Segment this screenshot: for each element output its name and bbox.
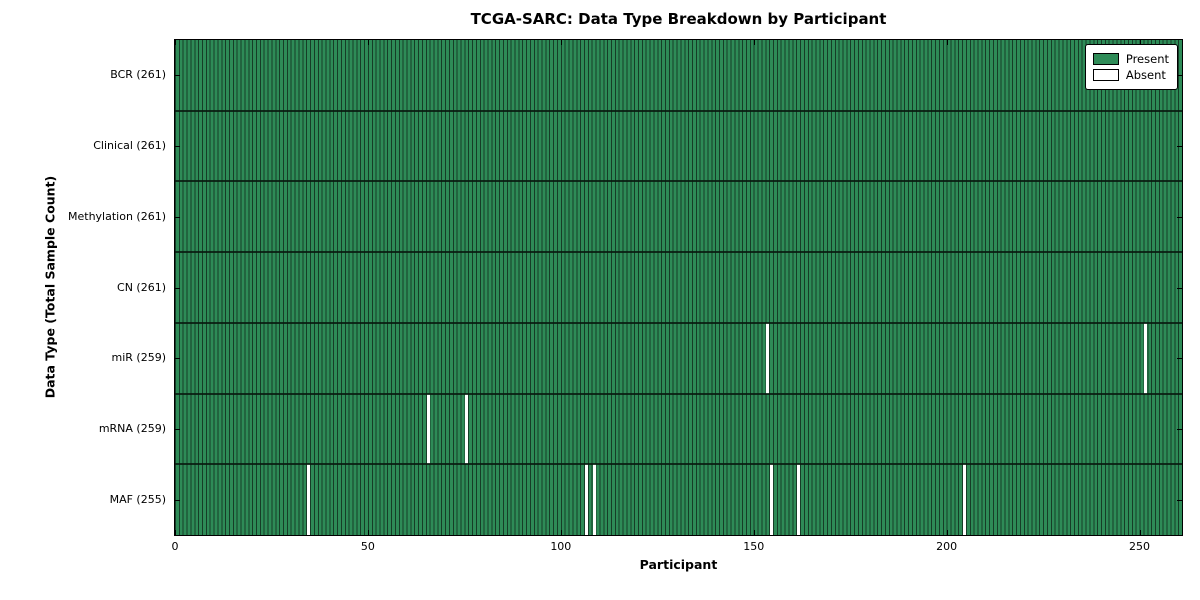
legend-item-present: Present (1092, 52, 1169, 66)
row-divider (175, 392, 1182, 395)
y-tick-right-Methylation (1177, 216, 1182, 218)
legend-item-absent: Absent (1092, 68, 1169, 82)
absent-cell-MAF-154 (770, 464, 773, 535)
absent-cell-MAF-108 (592, 464, 596, 535)
x-tick-label-50: 50 (360, 540, 375, 553)
x-tick-label-0: 0 (171, 540, 179, 553)
absent-cell-mRNA-75 (465, 393, 469, 465)
absent-cell-MAF-106 (584, 464, 588, 535)
y-tick-label-Methylation: Methylation (261) (68, 209, 166, 223)
x-tick-top (946, 40, 948, 45)
y-tick-right-BCR (1177, 75, 1182, 77)
x-tick-bottom (560, 530, 562, 535)
y-tick-label-mRNA: mRNA (259) (98, 421, 166, 435)
absent-cell-MAF-161 (797, 464, 801, 535)
x-tick-label-250: 250 (1129, 540, 1151, 553)
x-tick-top (367, 40, 369, 45)
x-tick-top (560, 40, 562, 45)
y-tick-right-mRNA (1177, 428, 1182, 430)
y-tick-label-MAF: MAF (255) (109, 492, 166, 506)
row-divider (175, 180, 1182, 183)
absent-cell-miR-251 (1144, 322, 1148, 394)
x-tick-bottom (753, 530, 755, 535)
x-tick-top (175, 40, 176, 45)
chart-title: TCGA-SARC: Data Type Breakdown by Partic… (470, 10, 887, 28)
absent-cell-mRNA-65 (426, 393, 430, 465)
y-tick-label-Clinical: Clinical (261) (93, 139, 166, 153)
legend-label-absent: Absent (1125, 68, 1166, 82)
y-tick-left-CN (175, 287, 180, 289)
row-divider (175, 321, 1182, 324)
row-divider (175, 109, 1182, 112)
row-divider (175, 251, 1182, 254)
x-tick-label-100: 100 (550, 540, 572, 553)
y-tick-left-miR (175, 358, 180, 360)
x-axis-label: Participant (639, 557, 718, 572)
y-tick-label-miR: miR (259) (111, 351, 167, 365)
x-tick-top (753, 40, 755, 45)
x-tick-bottom (367, 530, 369, 535)
present-swatch-icon (1092, 53, 1119, 65)
x-tick-bottom (946, 530, 948, 535)
x-tick-top (1139, 40, 1141, 45)
absent-cell-miR-153 (766, 322, 770, 394)
y-tick-right-MAF (1177, 499, 1182, 501)
y-tick-left-mRNA (175, 428, 180, 430)
row-divider (175, 463, 1182, 466)
y-tick-right-miR (1177, 358, 1182, 360)
y-tick-label-CN: CN (261) (117, 280, 166, 294)
x-tick-bottom (1139, 530, 1141, 535)
y-tick-left-MAF (175, 499, 180, 501)
legend: Present Absent (1084, 44, 1178, 90)
x-tick-bottom (175, 530, 176, 535)
x-tick-label-200: 200 (936, 540, 958, 553)
plot-area: Present Absent (174, 39, 1183, 536)
absent-cell-MAF-204 (963, 464, 966, 535)
y-tick-right-CN (1177, 287, 1182, 289)
absent-cell-MAF-34 (307, 464, 311, 535)
absent-swatch-icon (1092, 69, 1119, 81)
y-tick-left-BCR (175, 75, 180, 77)
x-tick-label-150: 150 (743, 540, 765, 553)
y-tick-left-Methylation (175, 216, 180, 218)
y-tick-right-Clinical (1177, 146, 1182, 148)
legend-label-present: Present (1125, 52, 1169, 66)
y-tick-label-BCR: BCR (261) (110, 68, 166, 82)
y-tick-left-Clinical (175, 146, 180, 148)
